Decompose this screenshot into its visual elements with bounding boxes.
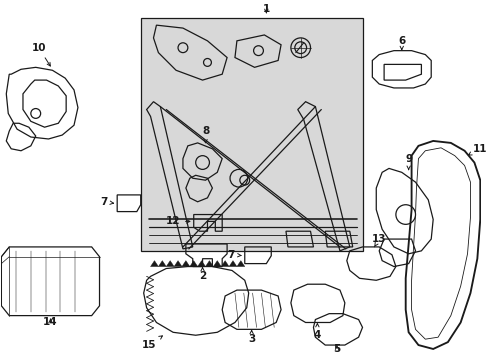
Text: 7: 7	[227, 250, 241, 260]
Text: 10: 10	[31, 43, 50, 66]
Polygon shape	[166, 261, 174, 266]
Polygon shape	[221, 261, 228, 266]
Polygon shape	[228, 261, 236, 266]
Polygon shape	[213, 261, 221, 266]
Polygon shape	[205, 261, 213, 266]
Text: 7: 7	[100, 197, 113, 207]
Text: 11: 11	[468, 144, 486, 155]
Polygon shape	[236, 261, 244, 266]
Polygon shape	[197, 261, 205, 266]
Text: 8: 8	[202, 126, 209, 143]
Text: 15: 15	[142, 336, 162, 350]
Text: 9: 9	[404, 154, 411, 170]
Text: 4: 4	[313, 324, 321, 340]
Polygon shape	[174, 261, 182, 266]
Text: 6: 6	[397, 36, 405, 50]
Text: 3: 3	[247, 330, 255, 344]
Polygon shape	[141, 18, 362, 251]
Polygon shape	[189, 261, 197, 266]
Text: 5: 5	[333, 344, 340, 354]
Polygon shape	[158, 261, 166, 266]
Polygon shape	[182, 261, 189, 266]
Text: 14: 14	[43, 318, 58, 328]
Text: 13: 13	[371, 234, 386, 247]
Text: 1: 1	[262, 4, 269, 14]
Text: 2: 2	[199, 267, 206, 282]
Polygon shape	[150, 261, 158, 266]
Text: 12: 12	[165, 216, 189, 226]
